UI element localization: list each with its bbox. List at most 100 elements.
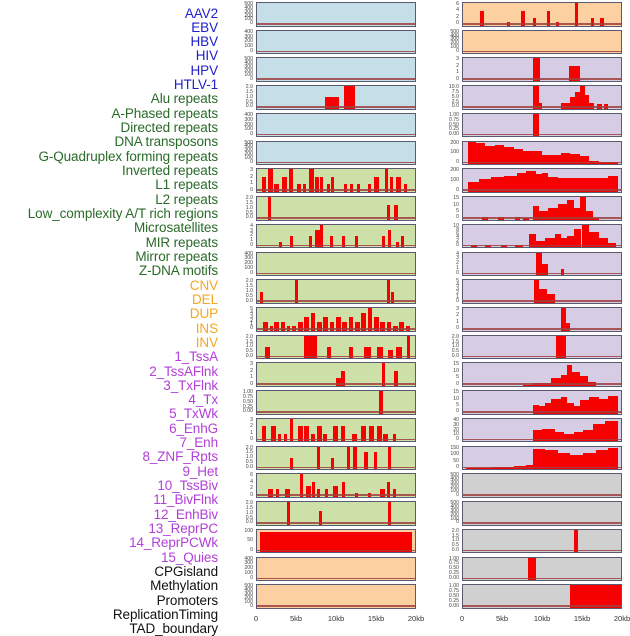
track-left-panel-2[interactable] <box>256 57 416 82</box>
track-right-panel-3[interactable] <box>462 85 622 110</box>
track-right-panel-11[interactable] <box>462 307 622 332</box>
data-bar <box>532 404 539 414</box>
y-tick-label: 1.0 <box>245 509 253 516</box>
y-tick-label: 5 <box>250 306 253 312</box>
track-left-panel-9[interactable] <box>256 251 416 277</box>
track-right-panel-13[interactable] <box>462 362 622 387</box>
track-right-panel-10[interactable] <box>462 279 622 304</box>
track-right-panel-14[interactable] <box>462 390 622 415</box>
data-bar <box>332 485 338 497</box>
track-left-panel-11[interactable] <box>256 307 416 332</box>
track-left-panel-0[interactable] <box>256 2 416 27</box>
track-right-panel-15[interactable] <box>462 417 622 443</box>
data-bar <box>532 429 542 442</box>
data-bar <box>551 377 561 386</box>
track-right-panel-4[interactable] <box>462 112 622 138</box>
y-tick-label: 1 <box>250 180 253 187</box>
data-bar <box>546 293 555 303</box>
track-left-panel-7[interactable] <box>256 196 416 221</box>
track-right-panel-8[interactable] <box>462 223 622 249</box>
track-right-panel-12[interactable] <box>462 334 622 360</box>
track-right-panel-2[interactable] <box>462 57 622 82</box>
track-right-panel-19[interactable] <box>462 528 622 554</box>
track-right-panel-0[interactable] <box>462 2 622 27</box>
data-bar <box>268 489 273 497</box>
track-left-panel-3[interactable] <box>256 85 416 110</box>
data-bar <box>573 529 579 553</box>
track-left-panel-17[interactable] <box>256 473 416 498</box>
data-bar <box>261 176 267 192</box>
track-left-panel-1[interactable] <box>256 29 416 55</box>
data-bar <box>579 86 585 109</box>
y-tick-label: 0.5 <box>245 459 253 466</box>
track-left-panel-10[interactable] <box>256 279 416 304</box>
track-right-panel-1[interactable] <box>462 29 622 55</box>
data-bar <box>331 457 335 470</box>
track-left-panel-14[interactable] <box>256 390 416 415</box>
track-baseline <box>463 161 621 164</box>
data-bar <box>485 146 495 165</box>
data-bar <box>268 197 272 220</box>
y-tick-label: 400 <box>244 60 253 67</box>
track-baseline <box>257 438 415 441</box>
track-right-panel-7[interactable] <box>462 196 622 221</box>
data-bar <box>570 153 580 165</box>
row-label-cnv: CNV <box>189 277 218 293</box>
data-bar <box>535 173 542 192</box>
track-left-panel-12[interactable] <box>256 334 416 360</box>
y-tick-label: 5 <box>456 374 459 381</box>
track-right-panel-5[interactable] <box>462 140 622 166</box>
y-tick-label: 0 <box>456 269 459 276</box>
data-bar <box>377 426 382 442</box>
row-label-inv: INV <box>195 334 218 350</box>
y-axis-left-panel-20: 400 300 200 100 0 <box>224 556 254 582</box>
y-axis-right-panel-21: 1.00 0.75 0.50 0.25 0.00 <box>430 584 460 609</box>
data-bar <box>545 403 552 414</box>
track-right-panel-21[interactable] <box>462 584 622 609</box>
y-tick-label: 2.5 <box>451 98 459 105</box>
data-bar <box>264 346 270 359</box>
track-right-panel-6[interactable] <box>462 168 622 193</box>
track-right-panel-18[interactable] <box>462 501 622 526</box>
y-tick-label: 0.5 <box>245 98 253 105</box>
x-tick-label: 10kb <box>327 614 345 623</box>
data-bar <box>294 280 299 303</box>
data-bar <box>534 280 539 303</box>
row-label-cpgisland: CPGisland <box>154 563 218 579</box>
track-left-panel-13[interactable] <box>256 362 416 387</box>
data-bar <box>491 177 505 192</box>
track-left-panel-8[interactable] <box>256 223 416 249</box>
track-left-panel-20[interactable] <box>256 556 416 582</box>
track-right-panel-17[interactable] <box>462 473 622 498</box>
y-tick-label: 200 <box>244 38 253 45</box>
track-left-panel-18[interactable] <box>256 501 416 526</box>
track-bars <box>463 391 621 414</box>
track-right-panel-9[interactable] <box>462 251 622 277</box>
track-left-panel-16[interactable] <box>256 445 416 471</box>
track-left-panel-4[interactable] <box>256 112 416 138</box>
y-tick-label: 0 <box>456 214 459 221</box>
track-right-panel-16[interactable] <box>462 445 622 471</box>
track-baseline <box>463 244 621 247</box>
y-tick-label: 0 <box>250 186 253 193</box>
track-left-panel-21[interactable] <box>256 584 416 609</box>
y-axis-right-panel-7: 15 10 5 0 <box>430 195 460 221</box>
track-left-panel-15[interactable] <box>256 417 416 443</box>
track-left-panel-5[interactable] <box>256 140 416 166</box>
data-bar <box>351 433 357 442</box>
y-tick-label: 150 <box>450 444 459 451</box>
y-tick-label: 100 <box>244 598 253 605</box>
data-bar <box>545 238 555 248</box>
data-bar <box>567 236 574 248</box>
y-tick-label: 500 <box>244 139 253 146</box>
data-bar <box>367 308 373 331</box>
track-left-panel-19[interactable] <box>256 528 416 554</box>
y-tick-label: 2 <box>250 485 253 492</box>
y-tick-label: 100 <box>244 71 253 78</box>
row-label-3-txflnk: 3_TxFlnk <box>163 377 218 393</box>
track-left-panel-6[interactable] <box>256 168 416 193</box>
row-label-4-tx: 4_Tx <box>188 392 218 408</box>
track-right-panel-20[interactable] <box>462 556 622 582</box>
